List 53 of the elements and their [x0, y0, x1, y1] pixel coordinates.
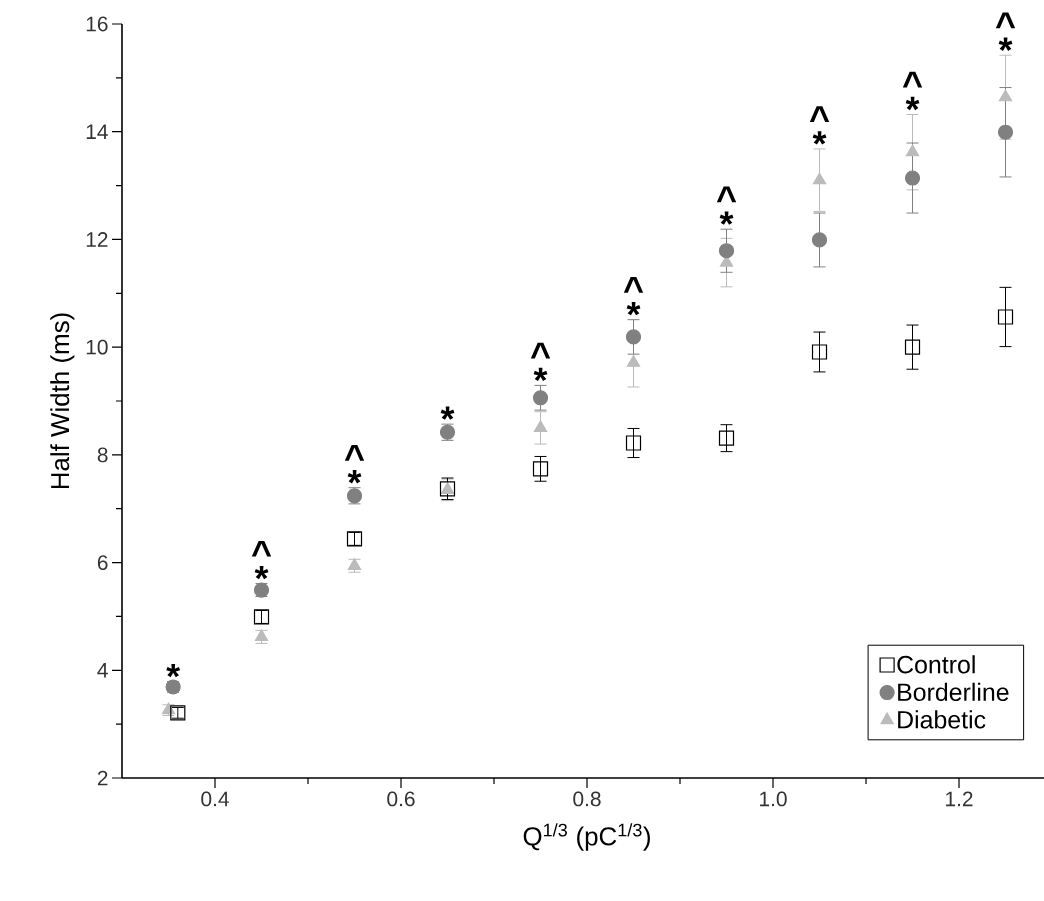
- y-tick-label: 2: [97, 770, 108, 786]
- annotation: ^: [902, 71, 923, 88]
- x-tick-label: 0.8: [573, 791, 601, 807]
- x-tick-label: 0.4: [201, 791, 229, 807]
- y-tick-label: 16: [86, 16, 108, 32]
- point: [904, 339, 921, 355]
- legend-label: Borderline: [898, 682, 1009, 702]
- point: [812, 172, 827, 185]
- y-axis-title: Half Width (ms): [50, 313, 75, 489]
- annotation: *: [998, 37, 1013, 51]
- x-axis-title: Q$^{1/3}$ (pC$^{1/3}$): [523, 823, 650, 851]
- y-tick-label: 6: [97, 555, 108, 570]
- x-tick-label: 1.2: [946, 791, 973, 807]
- x-tick-label: 0.6: [387, 791, 415, 807]
- point: [533, 420, 548, 433]
- point: [626, 355, 641, 367]
- point: [904, 170, 921, 186]
- point: [625, 329, 642, 345]
- point: [998, 89, 1013, 102]
- annotation: ^: [995, 12, 1016, 29]
- annotation: *: [533, 367, 548, 382]
- annotation: ^: [530, 342, 551, 359]
- annotation: ^: [251, 540, 272, 557]
- legend-label: Control: [897, 655, 975, 674]
- annotation: ^: [623, 277, 644, 293]
- annotation: *: [719, 211, 734, 225]
- point: [718, 430, 735, 446]
- point: [905, 144, 920, 157]
- annotation: *: [905, 96, 920, 111]
- y-tick-label: 14: [86, 124, 108, 139]
- point: [532, 390, 549, 406]
- annotation: ^: [344, 445, 365, 461]
- point: [811, 232, 828, 248]
- y-tick-label: 10: [86, 339, 108, 355]
- point: [997, 309, 1014, 325]
- annotation: ^: [716, 186, 737, 203]
- point: [811, 344, 828, 360]
- point: [997, 124, 1014, 140]
- annotation: *: [812, 131, 827, 145]
- annotation: *: [166, 663, 181, 678]
- annotation: *: [440, 406, 455, 420]
- y-tick-label: 4: [97, 663, 108, 678]
- y-tick-label: 8: [97, 447, 108, 463]
- point: [718, 243, 735, 259]
- annotation: *: [626, 302, 641, 316]
- annotation: *: [347, 470, 362, 484]
- y-tick-label: 12: [86, 232, 108, 247]
- x-tick-label: 1.0: [760, 791, 787, 807]
- point: [625, 435, 642, 451]
- annotation: *: [254, 565, 269, 580]
- annotation: ^: [809, 106, 830, 122]
- point: [532, 461, 549, 477]
- legend-label: Diabetic: [898, 710, 986, 729]
